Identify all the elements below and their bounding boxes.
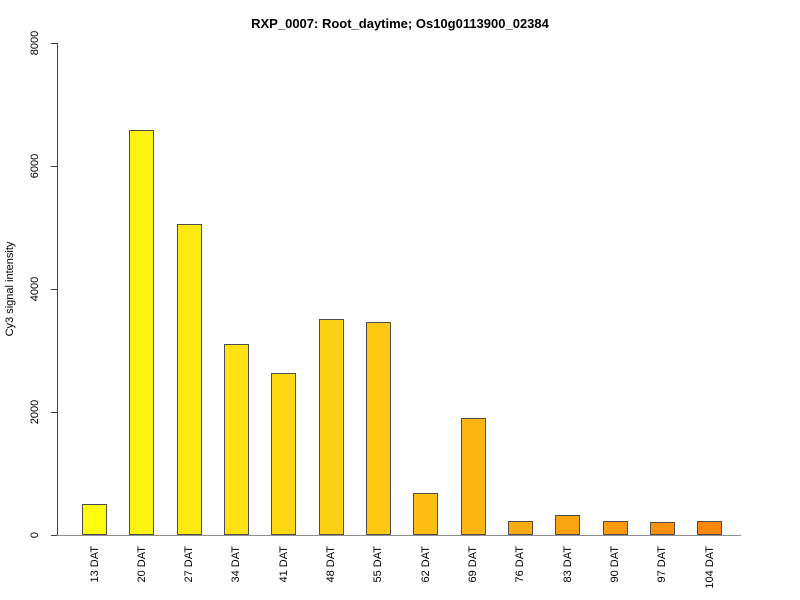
y-tick-label: 0 [29,531,41,539]
y-axis-label: Cy3 signal intensity [4,241,16,337]
x-tick-label: 90 DAT [609,546,621,583]
x-tick-label: 13 DAT [89,546,101,583]
y-axis-line [57,43,58,536]
bar-69-dat [461,418,486,535]
bar-55-dat [366,322,391,535]
x-tick-label: 48 DAT [325,546,337,583]
bar-62-dat [413,493,438,535]
x-tick-label: 97 DAT [656,546,668,583]
y-axis-tick [51,43,57,44]
y-axis-tick [51,535,57,536]
bar-27-dat [177,224,202,535]
bar-41-dat [271,373,296,535]
chart-title: RXP_0007: Root_daytime; Os10g0113900_023… [251,16,549,31]
bar-48-dat [319,319,344,535]
x-tick-label: 62 DAT [420,546,432,583]
y-tick-label: 8000 [29,30,41,56]
x-tick-label: 83 DAT [562,546,574,583]
x-tick-label: 34 DAT [230,546,242,583]
x-axis-baseline [57,535,741,536]
x-tick-label: 27 DAT [183,546,195,583]
x-tick-label: 41 DAT [278,546,290,583]
bar-20-dat [129,130,154,535]
x-tick-label: 76 DAT [514,546,526,583]
bar-83-dat [555,515,580,535]
y-tick-label: 2000 [29,399,41,425]
y-tick-label: 6000 [29,153,41,179]
x-tick-label: 20 DAT [136,546,148,583]
y-axis-tick [51,412,57,413]
bar-90-dat [603,521,628,535]
y-axis-tick [51,289,57,290]
bar-104-dat [697,521,722,535]
x-tick-label: 104 DAT [704,546,716,589]
x-tick-label: 55 DAT [372,546,384,583]
plot-area [57,43,747,536]
bar-76-dat [508,521,533,535]
bar-97-dat [650,522,675,535]
y-tick-label: 4000 [29,276,41,302]
bar-34-dat [224,344,249,535]
bar-13-dat [82,504,107,535]
x-tick-label: 69 DAT [467,546,479,583]
y-axis-tick [51,166,57,167]
